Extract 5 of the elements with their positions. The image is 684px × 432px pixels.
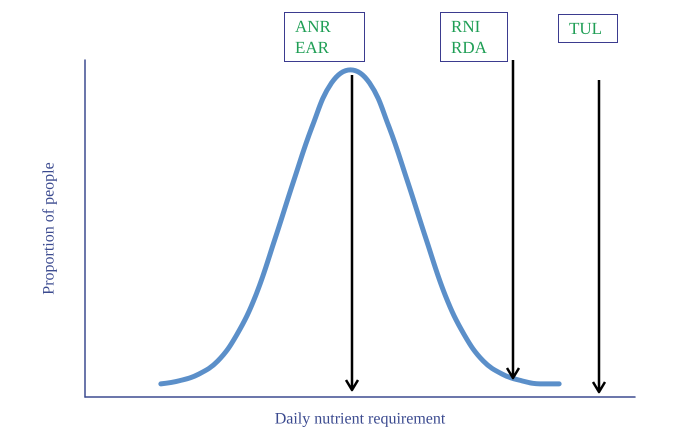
text: ANR EAR	[284, 12, 365, 62]
y-axis-title: Proportion of people	[40, 162, 58, 295]
text: TUL	[558, 14, 618, 43]
text: RNI RDA	[440, 12, 508, 62]
x-axis-title: Daily nutrient requirement	[274, 410, 446, 428]
